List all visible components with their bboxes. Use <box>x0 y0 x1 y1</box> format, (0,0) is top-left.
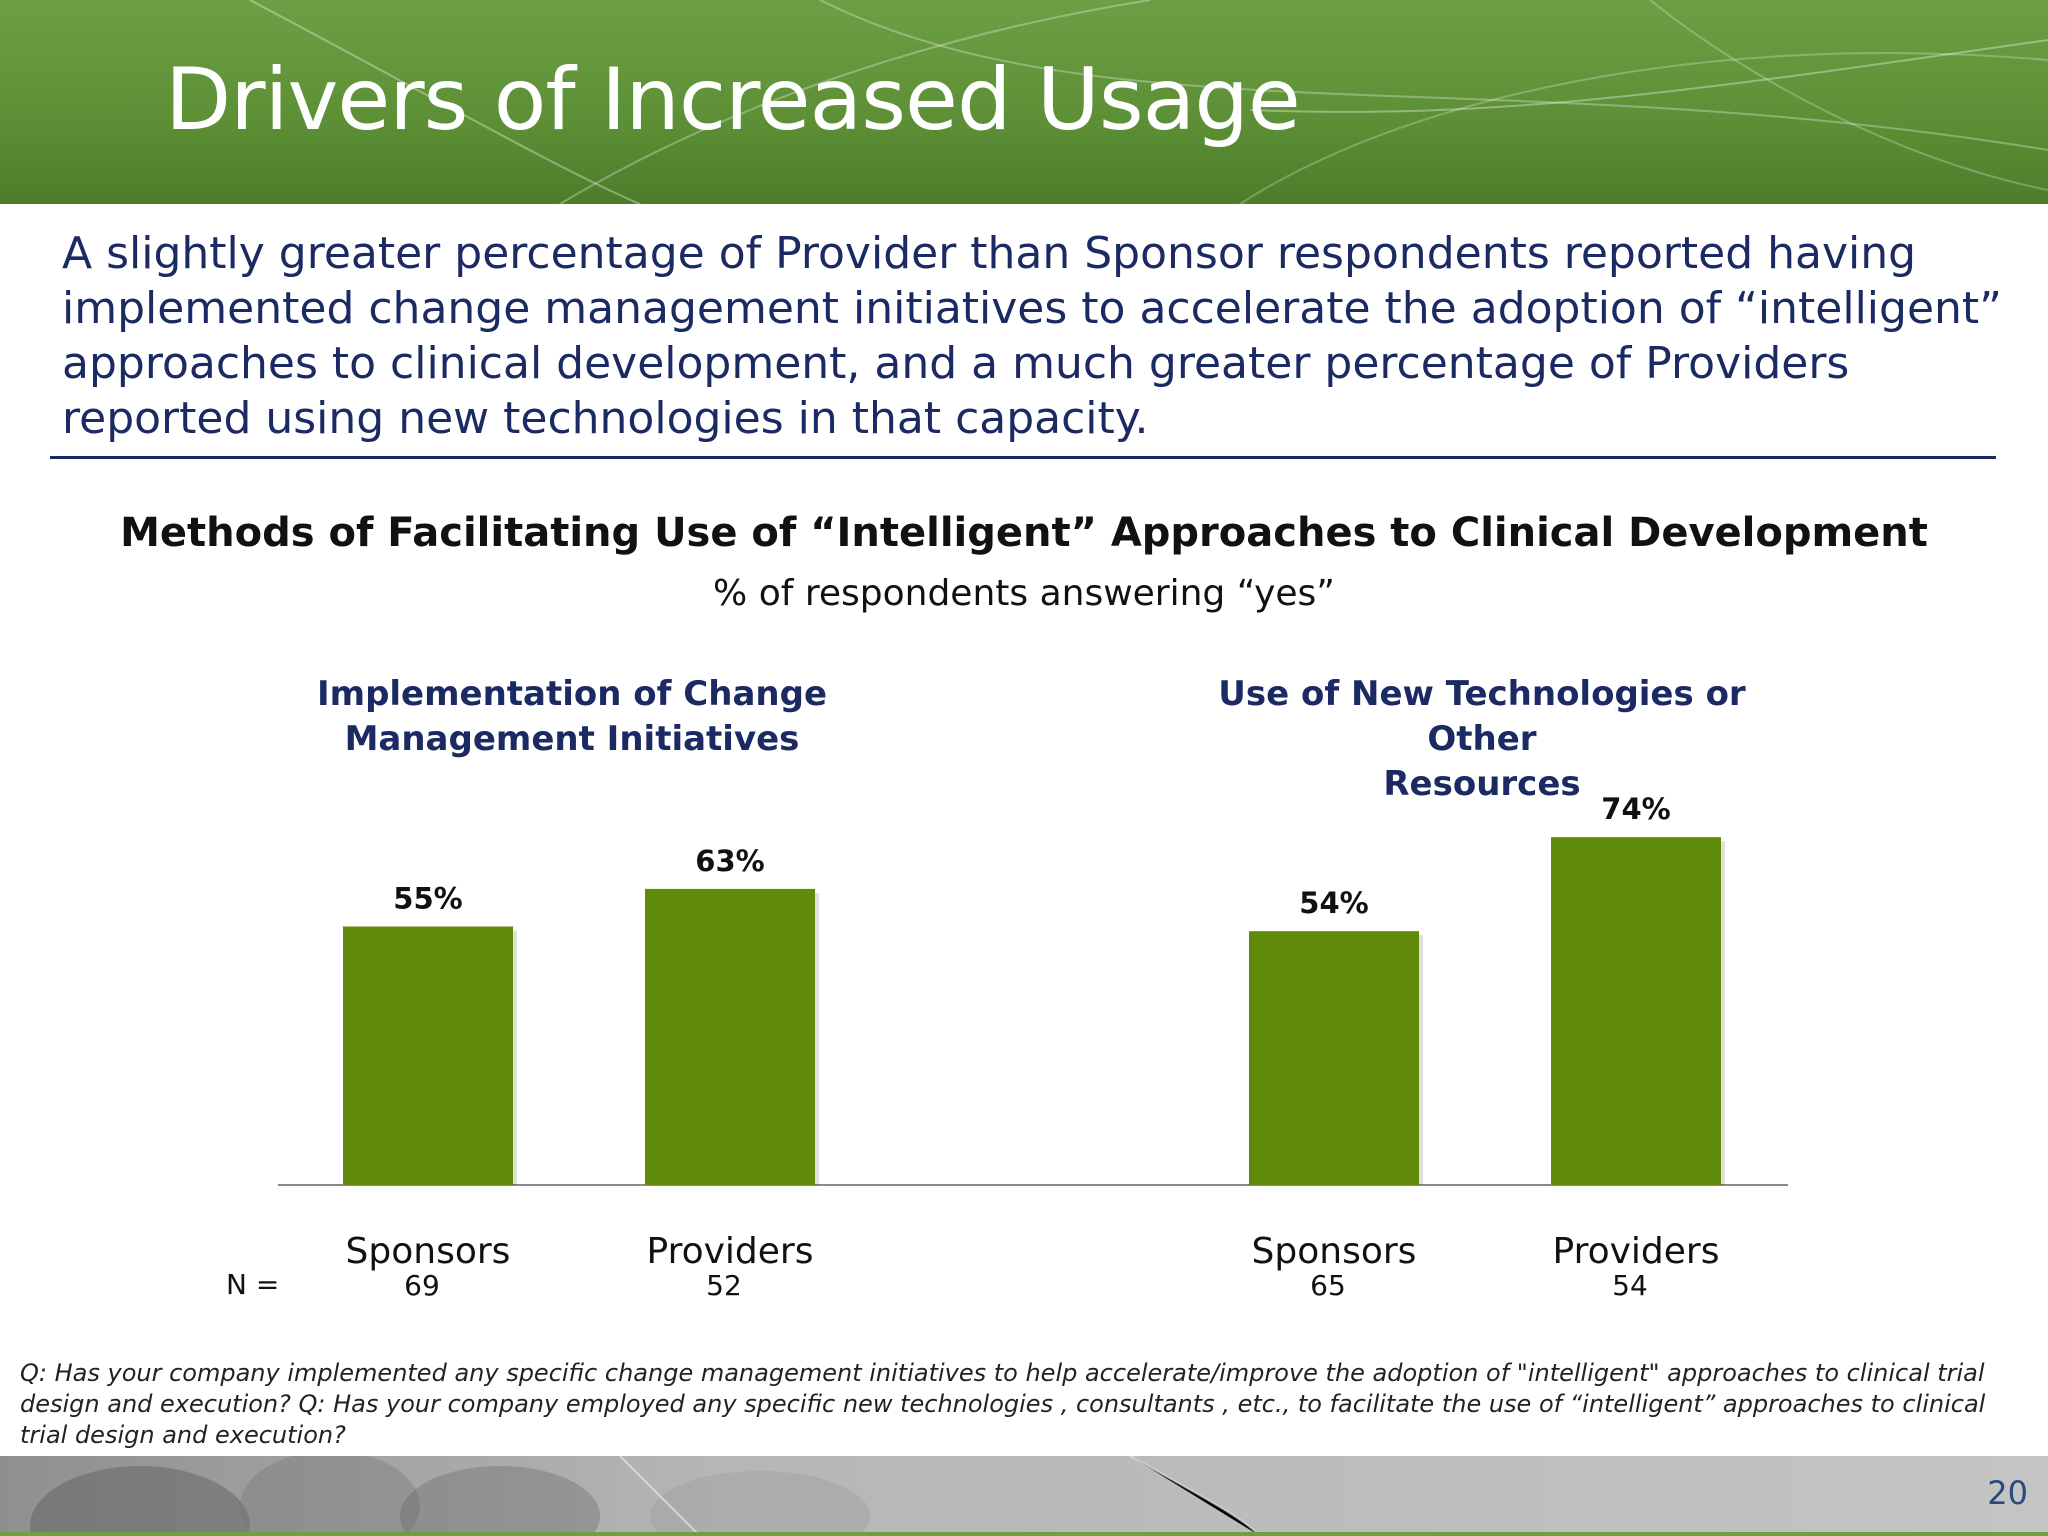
n-value: 65 <box>1310 1269 1346 1302</box>
summary-text: A slightly greater percentage of Provide… <box>62 228 2002 444</box>
category-label: Providers <box>1553 1231 1720 1272</box>
data-label: 74% <box>1601 792 1670 826</box>
question-footnote: Q: Has your company implemented any spec… <box>20 1359 1986 1449</box>
banner-swirl-decoration <box>249 0 2048 204</box>
group-title-line: Resources <box>1383 764 1581 804</box>
n-label: N = <box>226 1268 280 1301</box>
footer-accent-line <box>0 1532 2048 1536</box>
bar <box>1551 837 1721 1185</box>
divider-rule <box>50 456 1996 459</box>
data-label: 54% <box>1299 886 1368 920</box>
group-title-line: Use of New Technologies or Other <box>1218 674 1746 759</box>
data-label: 55% <box>393 882 462 916</box>
group-title-line: Implementation of Change <box>316 674 828 714</box>
data-label: 63% <box>695 844 764 878</box>
group-title-line: Management Initiatives <box>344 719 800 759</box>
group-title-new-technologies: Use of New Technologies or Other Resourc… <box>1202 672 1762 807</box>
footer-band: 20 <box>0 1456 2048 1536</box>
page-number: 20 <box>1987 1474 2028 1512</box>
slide-title: Drivers of Increased Usage <box>165 50 1301 150</box>
category-label: Sponsors <box>346 1231 511 1272</box>
bar-chart: 55%Sponsors6963%Providers5254%Sponsors65… <box>278 792 1788 1302</box>
group-title-change-management: Implementation of Change Management Init… <box>292 672 852 762</box>
category-label: Sponsors <box>1252 1231 1417 1272</box>
footer-decoration <box>30 1456 1261 1536</box>
bar <box>1249 931 1419 1185</box>
chart-subtitle: % of respondents answering “yes” <box>713 573 1335 614</box>
n-value: 52 <box>706 1269 742 1302</box>
bar <box>645 888 815 1185</box>
title-banner: Drivers of Increased Usage <box>0 0 2048 204</box>
chart-title: Methods of Facilitating Use of “Intellig… <box>120 510 1928 556</box>
n-value: 54 <box>1612 1269 1648 1302</box>
category-label: Providers <box>647 1231 814 1272</box>
n-value: 69 <box>404 1269 440 1302</box>
bar <box>343 926 513 1185</box>
